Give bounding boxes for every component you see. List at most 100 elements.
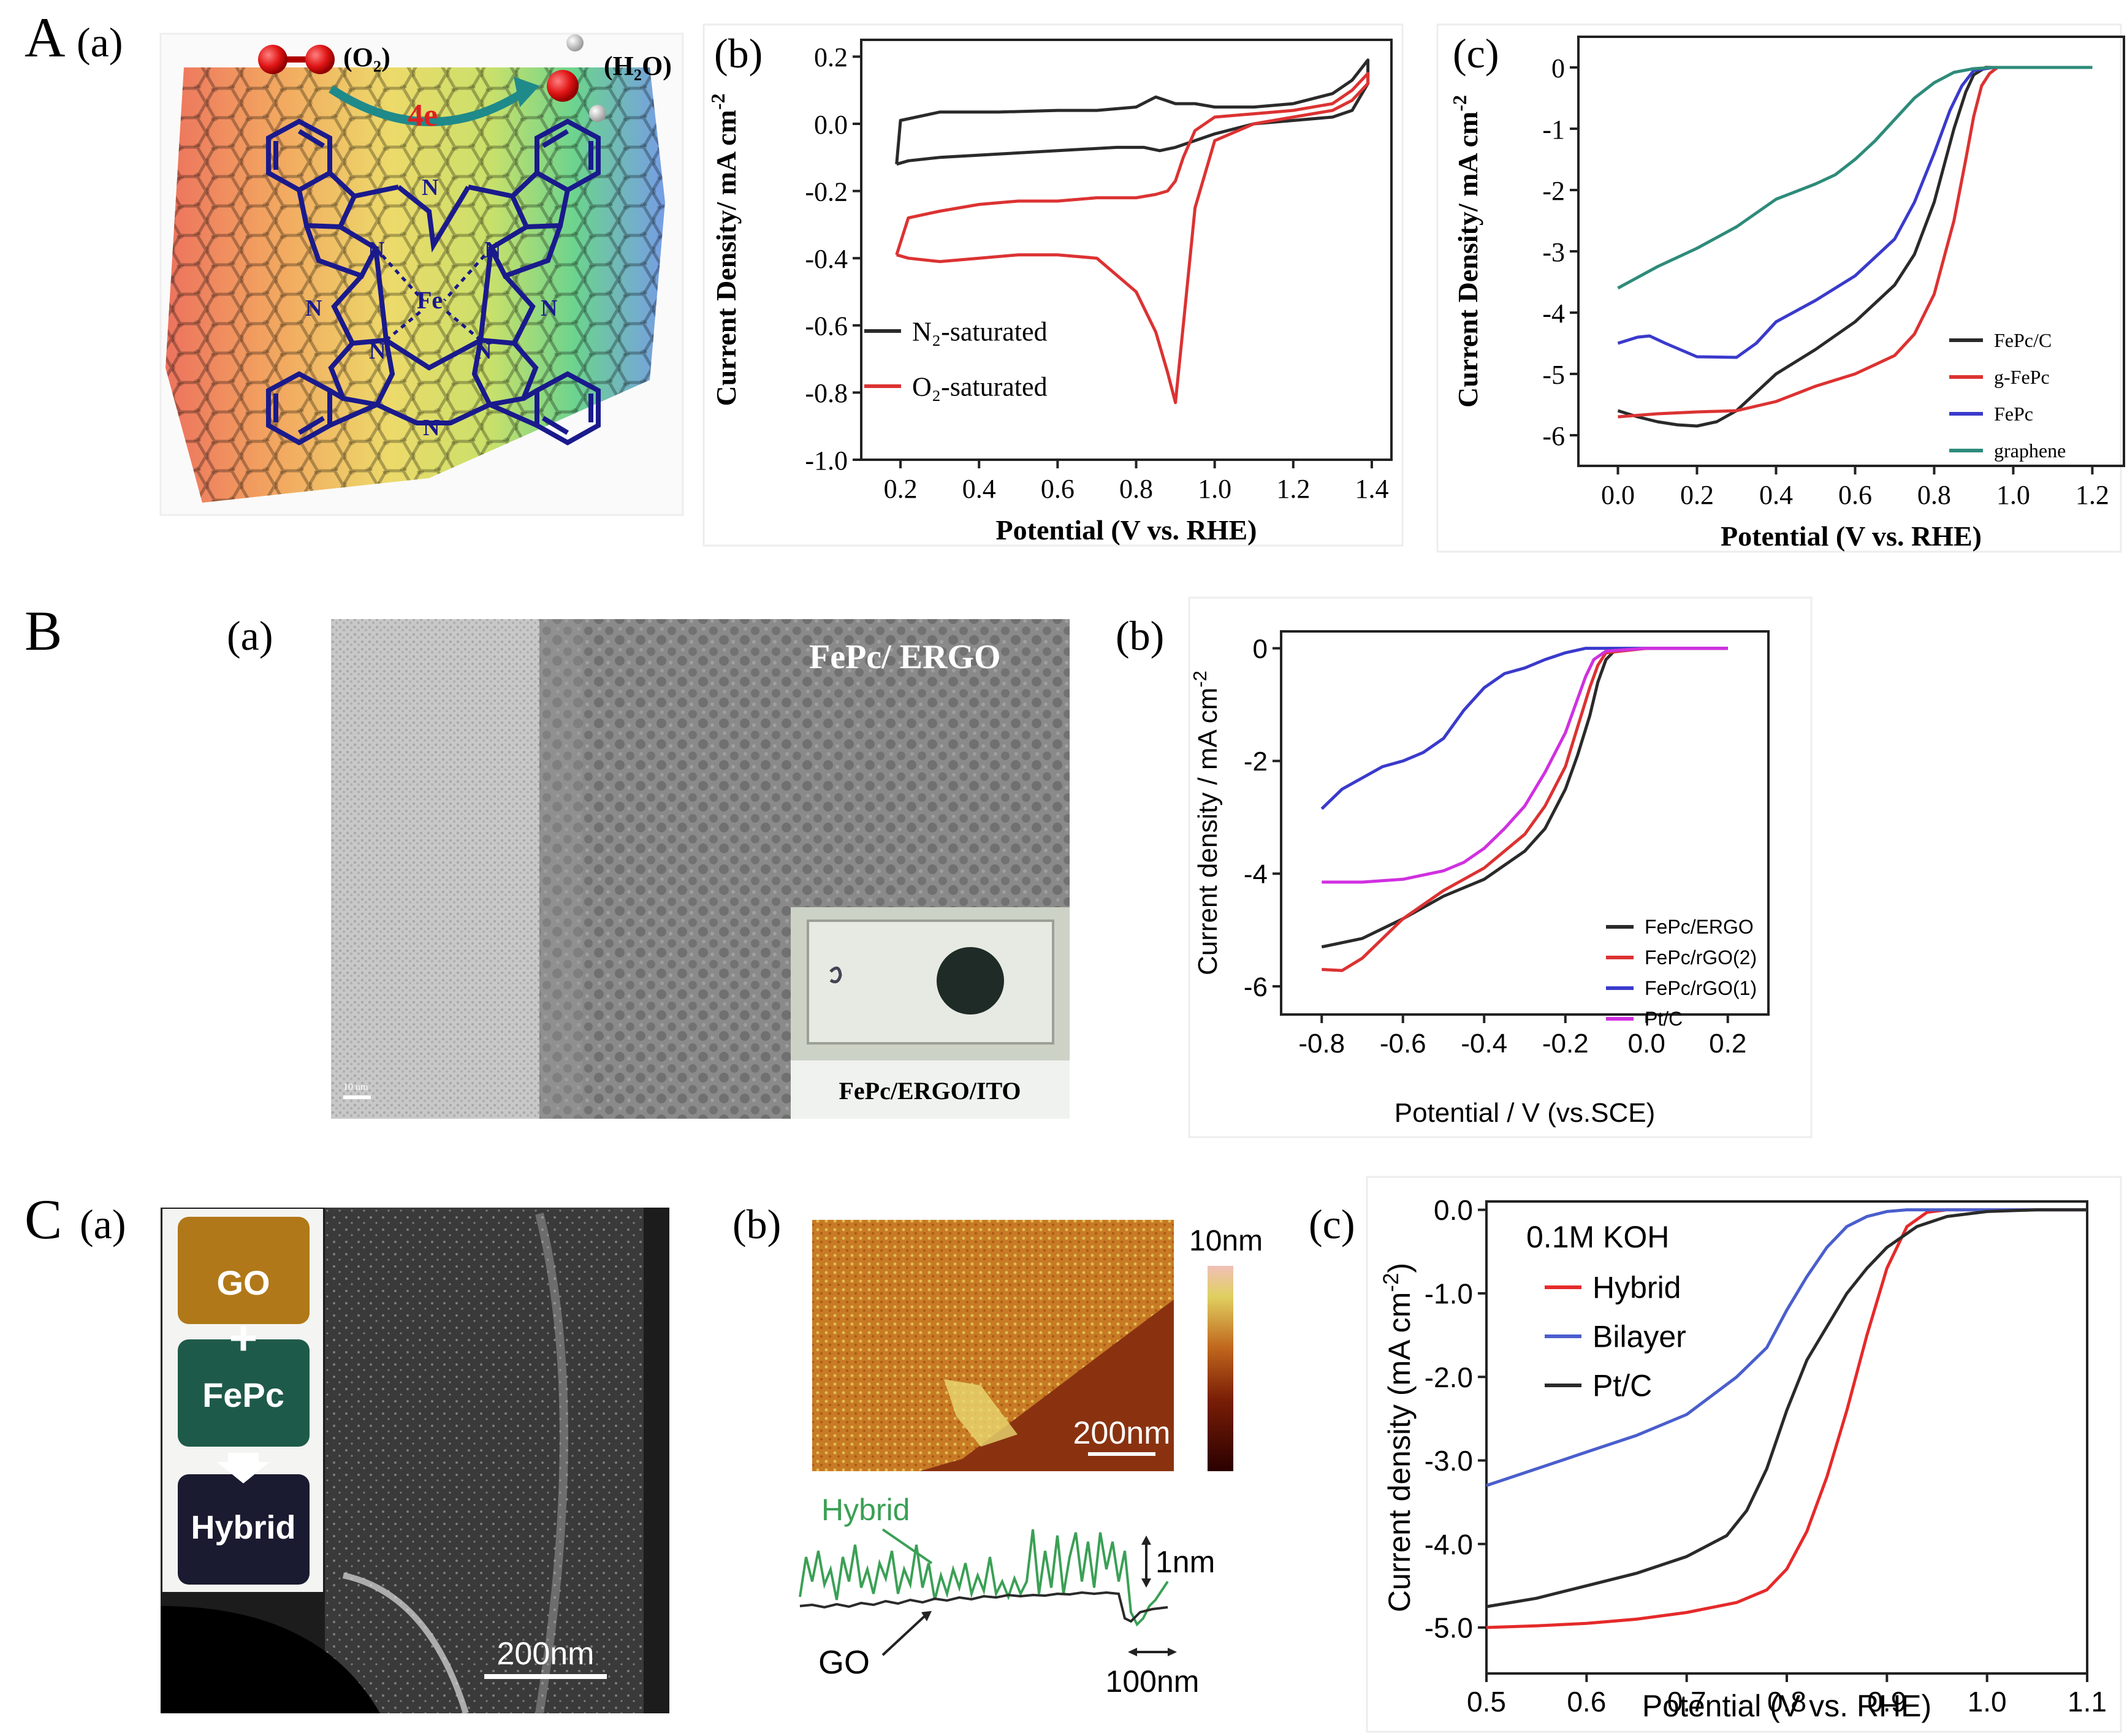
y-axis-label: Current Density/ mA cm-2 [1448, 95, 1483, 408]
n-atom-labels: N N N N N N N N [305, 175, 557, 441]
y-tick-label: 0.2 [814, 42, 848, 72]
legend-label: N₂-saturated [912, 316, 1048, 346]
series-line-pt-c [1486, 1208, 2087, 1608]
a-c-frame [1436, 23, 2122, 553]
chart-b-b: -0.8 -0.6 -0.4 -0.2 0.0 0.2 -6 -4 -2 0 Potential /… [1189, 630, 1770, 1128]
c-a-stem-image: 200nm GO + FePc Hybrid [161, 1208, 669, 1715]
y-tick-label: -3 [1542, 237, 1565, 267]
b-b-panel-label: (b) [1116, 612, 1164, 659]
x-tick-label: 1.0 [1996, 480, 2030, 510]
series-line-fepc-ergo [1321, 647, 1728, 949]
b-a-tem-image: FePc/ ERGO 10 nm FePc/ERGO/ITO [331, 619, 1070, 1119]
x-axis-label: Potential (V vs. RHE) [996, 514, 1257, 546]
afm-go-profile [799, 1591, 1168, 1623]
x-tick-label: 1.0 [1198, 474, 1231, 504]
stem-sheet [325, 1208, 644, 1713]
n-label: N [541, 295, 557, 321]
c-c-frame [1366, 1176, 2122, 1733]
afm-hybrid-pointer [881, 1528, 933, 1564]
y-tick-label: -4 [1244, 859, 1268, 889]
stem-edge [342, 1572, 469, 1715]
y-tick-label: -1.0 [805, 446, 848, 476]
x-tick-label: 0.0 [1628, 1029, 1665, 1059]
a-b-frame [702, 23, 1404, 547]
x-tick-label: 0.6 [1041, 474, 1075, 504]
hybrid-jar [178, 1474, 310, 1585]
stem-grid-hole [161, 1606, 380, 1713]
o2-label: (O₂) [343, 42, 390, 72]
series-line-g-fepc [1618, 66, 2093, 419]
x-tick-label: 0.0 [1601, 480, 1635, 510]
film-spot [937, 947, 1004, 1015]
series-line-fepc-rgo-1- [1320, 647, 1728, 810]
series-line-graphene [1617, 66, 2093, 290]
n-label: N [305, 295, 322, 321]
legend-label: FePc [1994, 403, 2033, 425]
stem-fold [535, 1213, 568, 1715]
x-tick-label: 1.1 [2068, 1686, 2107, 1718]
x-tick-label: 0.9 [1867, 1686, 1906, 1718]
legend-label: Pt/C [1592, 1369, 1652, 1403]
afm-hybrid-label: Hybrid [821, 1493, 910, 1527]
annotation-label: 0.1M KOH [1526, 1220, 1669, 1254]
y-tick-label: -6 [1542, 421, 1565, 451]
x-tick-label: 0.2 [1680, 480, 1714, 510]
ito-glass-slide [807, 919, 1054, 1045]
fepc-jar-label: FePc [202, 1376, 284, 1414]
x-tick-label: -0.4 [1461, 1029, 1507, 1059]
chart-a-b: 0.2 0.4 0.6 0.8 1.0 1.2 1.4 -1.0 -0.8 -0.6 -0.4 -0.… [707, 39, 1393, 546]
h2o-label: (H₂O) [604, 51, 672, 81]
a-b-panel-label: (b) [714, 30, 763, 77]
o2-molecule-icon [258, 45, 335, 74]
height-scale-label: 1nm [1155, 1545, 1215, 1579]
a-c-panel-label: (c) [1453, 30, 1499, 77]
legend-label: FePc/rGO(1) [1645, 977, 1757, 999]
chart-c-c: 0.5 0.6 0.7 0.8 0.9 1.0 1.1 -5.0 -4.0 -3.0 -2.0 -1.… [1379, 1194, 2107, 1723]
x-tick-label: 1.2 [2076, 480, 2109, 510]
y-tick-label: -2.0 [1425, 1361, 1473, 1393]
legend-label: g-FePc [1994, 366, 2050, 388]
afm-flake [812, 1220, 1174, 1471]
row-label-c: C [25, 1188, 62, 1251]
x-tick-label: 1.0 [1968, 1686, 2007, 1718]
c-b-panel-label: (b) [732, 1201, 781, 1247]
reaction-arrow-icon [329, 85, 527, 126]
legend-label: FePc/ERGO [1645, 916, 1754, 938]
n-label: N [423, 415, 439, 441]
c-c-panel-label: (c) [1309, 1201, 1355, 1247]
tem-boundary [539, 619, 582, 1119]
legend-label: Pt/C [1645, 1008, 1683, 1030]
plot-area [860, 39, 1393, 461]
fe-atom-label: Fe [417, 286, 443, 314]
x-tick-label: 0.8 [1119, 474, 1153, 504]
y-tick-label: 0.0 [814, 110, 848, 140]
afm-colorbar-max: 10nm [1189, 1225, 1263, 1257]
x-tick-label: 0.4 [1759, 480, 1793, 510]
y-tick-label: -0.4 [805, 244, 848, 274]
x-axis-label: Potential / V (vs.SCE) [1395, 1098, 1655, 1128]
stem-scale-label: 200nm [497, 1636, 595, 1672]
b-a-panel-label: (a) [227, 612, 273, 659]
go-jar-label: GO [216, 1263, 270, 1302]
plot-area [1577, 36, 2125, 467]
chart-a-c: 0.0 0.2 0.4 0.6 0.8 1.0 1.2 -6 -5 -4 -3 -2 -1 0 Potent… [1448, 36, 2125, 552]
fe-coordination-bonds [375, 247, 492, 341]
legend-label: O₂-saturated [912, 371, 1048, 402]
series-line-pt-c [1322, 647, 1728, 884]
n-label: N [484, 237, 501, 263]
c-b-afm: 200nm 10nm Hybrid GO 1nm 100nm [799, 1220, 1263, 1699]
series-line-o2-saturated [895, 72, 1370, 405]
n-label: N [475, 338, 492, 364]
x-tick-label: 0.7 [1667, 1686, 1707, 1718]
afm-hybrid-profile [799, 1529, 1169, 1627]
plus-icon: + [229, 1311, 258, 1365]
x-tick-label: -0.2 [1542, 1029, 1589, 1059]
legend-label: FePc/rGO(2) [1645, 946, 1757, 969]
y-axis-label: Current Density/ mA cm-2 [707, 93, 742, 406]
hybrid-jar-label: Hybrid [191, 1509, 295, 1546]
slide-mark-icon [829, 966, 842, 984]
h2o-molecule-icon [547, 34, 606, 122]
x-tick-label: 0.8 [1917, 480, 1951, 510]
y-tick-label: -0.6 [805, 311, 848, 341]
tem-scale-label: 10 nm [343, 1082, 368, 1092]
